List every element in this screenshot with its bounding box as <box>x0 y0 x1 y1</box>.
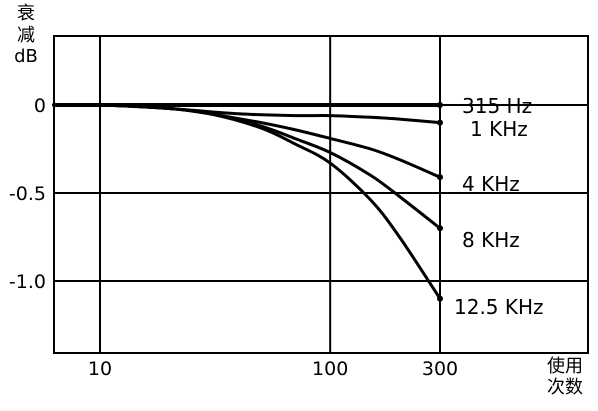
series-endpoint <box>437 119 443 126</box>
y-tick-label: 0 <box>34 95 46 117</box>
series-endpoint <box>437 225 443 232</box>
series-label: 315 Hz <box>462 94 532 118</box>
x-tick-label: 300 <box>422 358 458 380</box>
y-axis-label: dB <box>14 46 38 67</box>
tick-layer: 0 -0.5 -1.0 10 100 300 <box>9 95 458 380</box>
grid-layer <box>54 36 588 353</box>
series-label: 12.5 KHz <box>454 295 544 319</box>
series-layer <box>52 102 443 302</box>
y-axis-label: 减 <box>17 25 35 46</box>
series-endpoint <box>437 174 443 181</box>
series-endpoint <box>437 295 443 302</box>
y-tick-label: -1.0 <box>9 271 46 293</box>
series-line <box>52 103 442 301</box>
series-endpoint <box>437 102 443 108</box>
series-label: 1 KHz <box>470 117 528 141</box>
series-label: 4 KHz <box>462 172 520 196</box>
x-tick-label: 100 <box>312 358 348 380</box>
x-tick-label: 10 <box>88 358 112 380</box>
plot-frame <box>53 35 589 354</box>
series-label: 8 KHz <box>462 228 520 252</box>
x-axis-label: 次数 <box>547 377 583 398</box>
y-tick-label: -0.5 <box>9 183 46 205</box>
x-axis-label: 使用 <box>547 356 583 377</box>
y-axis-label: 衰 <box>17 3 35 24</box>
